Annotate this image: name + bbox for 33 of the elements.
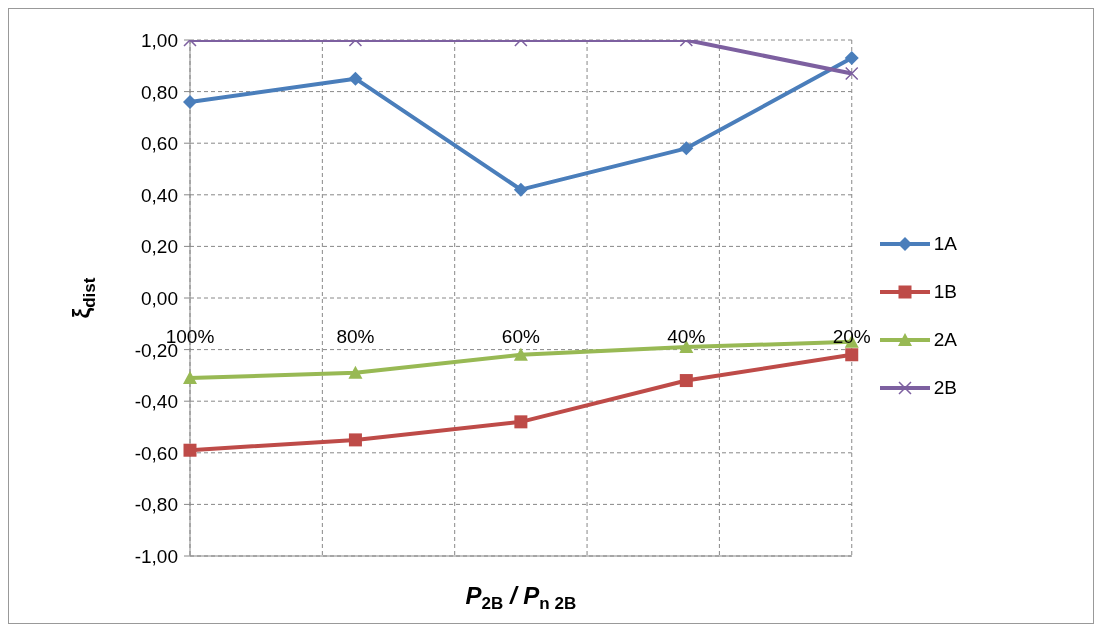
y-tick-label: 0,80 bbox=[141, 81, 178, 103]
point bbox=[513, 182, 528, 197]
point bbox=[679, 141, 694, 156]
y-tick-label: 0,60 bbox=[141, 133, 178, 155]
y-tick-label: -0,40 bbox=[134, 391, 178, 413]
point bbox=[845, 348, 859, 362]
point bbox=[183, 94, 197, 109]
point bbox=[183, 370, 197, 384]
x-tick-label: 60% bbox=[501, 326, 540, 347]
y-tick-label: 0,00 bbox=[141, 288, 178, 309]
point bbox=[348, 433, 362, 447]
x-axis-title: P$_{2B}$ / P$_{n 2B}$ bbox=[465, 582, 577, 614]
point bbox=[845, 66, 859, 81]
legend-label: 1B bbox=[933, 281, 957, 303]
y-tick-label: -1,00 bbox=[134, 546, 178, 567]
point bbox=[679, 374, 693, 388]
y-tick-label: 0,20 bbox=[141, 236, 178, 258]
x-tick-label: 40% bbox=[667, 326, 706, 347]
y-tick-label: -0,80 bbox=[134, 494, 178, 516]
point bbox=[348, 365, 363, 379]
point bbox=[844, 51, 859, 66]
point bbox=[348, 71, 363, 86]
y-tick-label: 0,40 bbox=[141, 184, 178, 206]
point bbox=[183, 443, 197, 457]
y-tick-label: 1,00 bbox=[141, 30, 178, 51]
point bbox=[513, 347, 528, 361]
point bbox=[514, 415, 528, 429]
legend-label: 1A bbox=[933, 233, 957, 255]
x-tick-label: 20% bbox=[832, 326, 871, 347]
x-tick-label: 80% bbox=[336, 326, 375, 347]
legend-label: 2B bbox=[933, 377, 957, 399]
legend-label: 2A bbox=[933, 329, 957, 351]
y-tick-label: -0,60 bbox=[134, 442, 178, 464]
